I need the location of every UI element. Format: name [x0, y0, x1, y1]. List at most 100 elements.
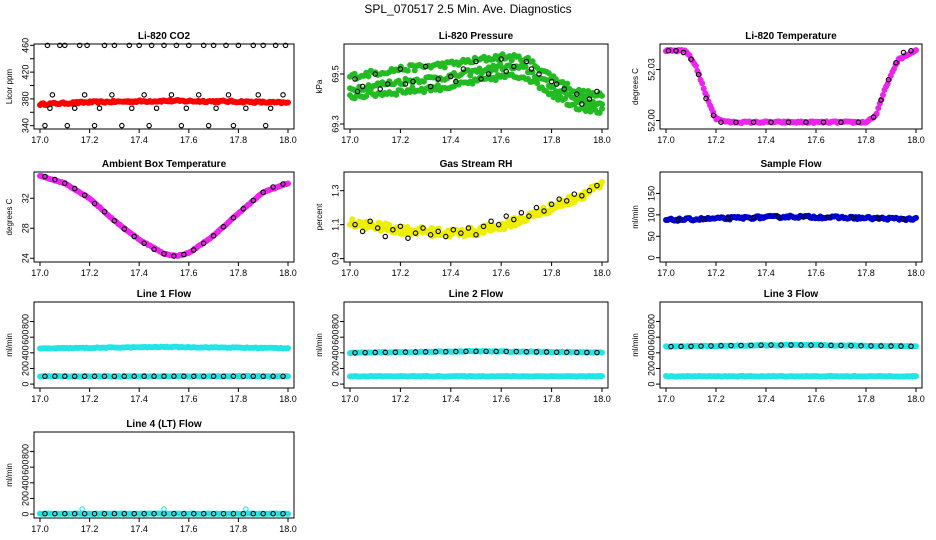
- data-point: [448, 73, 454, 80]
- x-tick-label: 17.2: [392, 268, 410, 278]
- data-point: [62, 42, 68, 49]
- data-point: [750, 214, 757, 221]
- data-point: [594, 349, 600, 356]
- data-point: [183, 105, 190, 112]
- plot-frame: [33, 301, 295, 389]
- x-tick-label: 17.8: [230, 135, 248, 145]
- x-tick-label: 17.6: [807, 268, 825, 278]
- data-point: [818, 342, 824, 348]
- data-point: [260, 510, 266, 517]
- data-point: [562, 95, 569, 102]
- x-tick-label: 17.4: [757, 268, 775, 278]
- data-point: [599, 92, 606, 99]
- data-point: [900, 216, 907, 222]
- data-point: [548, 201, 555, 208]
- x-tick-label: 17.0: [341, 135, 359, 145]
- data-point: [141, 240, 147, 247]
- data-point: [825, 214, 832, 221]
- data-point: [703, 95, 709, 102]
- data-point: [250, 373, 257, 380]
- x-tick-label: 18.0: [593, 135, 611, 145]
- y-tick-label: 460: [20, 38, 30, 53]
- x-tick-label: 18.0: [279, 524, 297, 534]
- y-axis-label: ml/min: [5, 463, 14, 487]
- data-point: [71, 510, 78, 517]
- y-axis-label: ml/min: [631, 205, 640, 229]
- data-point: [698, 343, 704, 349]
- data-point: [101, 373, 108, 380]
- x-tick-label: 17.4: [757, 135, 775, 145]
- data-point: [260, 42, 266, 49]
- data-point: [101, 209, 108, 215]
- x-tick-label: 17.4: [442, 394, 460, 404]
- data-point: [397, 223, 404, 230]
- data-point: [699, 80, 706, 87]
- data-point: [522, 63, 529, 70]
- data-point: [503, 213, 509, 219]
- data-point: [91, 122, 98, 129]
- data-point: [111, 218, 118, 224]
- data-point: [420, 225, 426, 231]
- data-point: [599, 105, 606, 112]
- data-point: [393, 91, 400, 98]
- data-point: [467, 72, 474, 79]
- x-tick-label: 17.2: [707, 135, 725, 145]
- data-point: [908, 343, 914, 350]
- data-point: [586, 187, 593, 194]
- data-point: [493, 348, 499, 355]
- plot-frame: [33, 43, 295, 130]
- data-point: [181, 373, 187, 380]
- x-tick-label: 17.0: [31, 268, 49, 278]
- data-point: [200, 510, 207, 517]
- data-point: [173, 42, 180, 49]
- data-point: [427, 83, 434, 90]
- chart-title: Line 3 Flow: [764, 289, 819, 300]
- data-point: [870, 114, 877, 120]
- data-point: [240, 206, 247, 212]
- data-point: [195, 92, 202, 98]
- data-point: [62, 180, 68, 187]
- data-point: [543, 349, 550, 355]
- y-axis-label: Licor ppm: [5, 69, 14, 104]
- data-point: [220, 373, 227, 380]
- y-axis-label: ml/min: [5, 333, 14, 357]
- data-point: [111, 510, 118, 517]
- x-tick-label: 17.6: [492, 268, 510, 278]
- chart-title: Li-820 Temperature: [745, 31, 837, 42]
- data-point: [775, 213, 782, 220]
- data-point: [913, 47, 920, 54]
- data-point: [81, 373, 88, 380]
- y-tick-label: 0.9: [330, 252, 340, 265]
- data-point: [111, 42, 118, 49]
- data-point: [205, 122, 212, 129]
- data-point: [161, 42, 167, 49]
- data-point: [382, 349, 389, 356]
- data-point: [599, 373, 606, 380]
- data-point: [688, 343, 694, 350]
- data-point: [377, 86, 383, 92]
- data-point: [422, 63, 429, 70]
- data-point: [579, 101, 585, 107]
- data-point: [908, 48, 914, 54]
- data-point: [473, 232, 479, 238]
- data-point: [533, 204, 540, 211]
- x-tick-label: 17.2: [392, 394, 410, 404]
- data-point: [574, 349, 580, 356]
- data-point: [561, 86, 567, 92]
- data-point: [574, 91, 580, 97]
- data-point: [868, 343, 874, 349]
- data-point: [250, 197, 257, 204]
- data-point: [564, 80, 571, 87]
- x-tick-label: 17.4: [442, 135, 460, 145]
- data-point: [91, 510, 98, 517]
- data-point: [878, 343, 884, 349]
- data-point: [121, 226, 128, 232]
- y-tick-label: 0: [20, 512, 30, 517]
- y-tick-label: 50: [646, 231, 656, 241]
- data-point: [435, 228, 441, 235]
- data-point: [131, 233, 137, 240]
- data-point: [665, 48, 672, 54]
- data-point: [728, 342, 734, 349]
- y-tick-label: 1.1: [330, 218, 340, 231]
